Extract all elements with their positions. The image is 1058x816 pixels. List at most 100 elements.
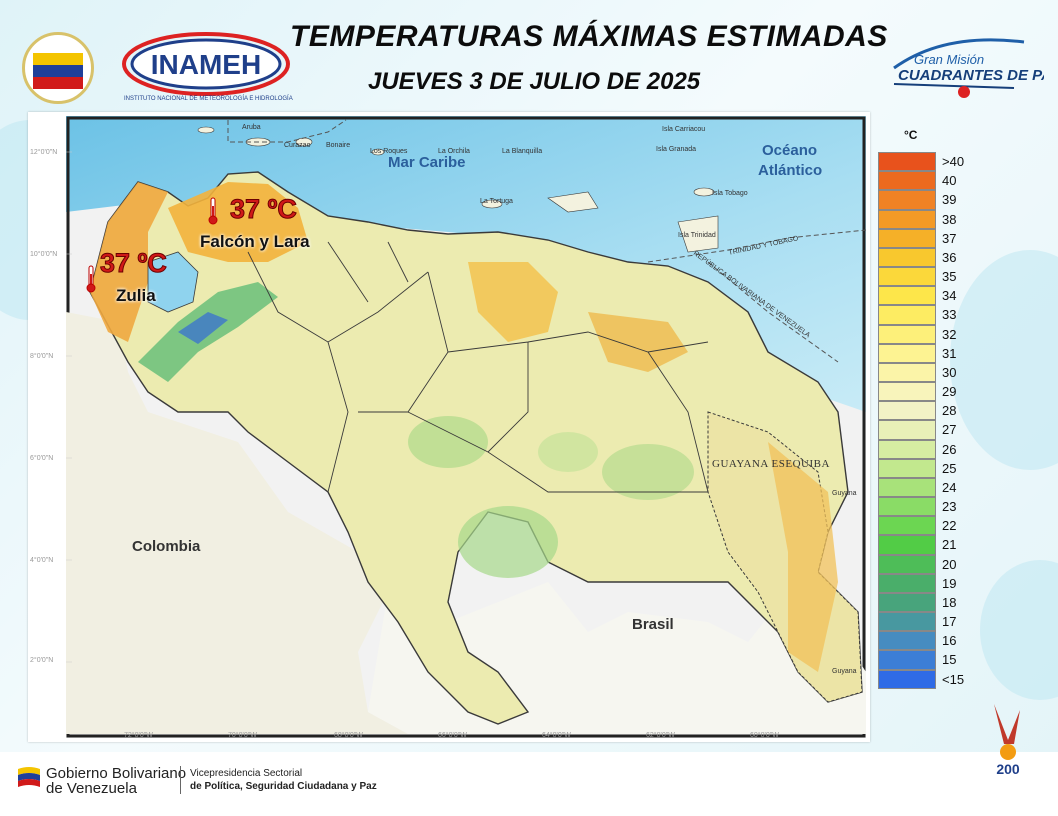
legend-item: 27 [878,420,978,440]
lon-tick: 60°0'0"W [750,732,779,739]
sea-label-oceano: Océano [762,142,818,159]
lon-tick: 64°0'0"W [542,732,571,739]
legend-swatch [878,458,936,478]
legend-item: 36 [878,247,978,268]
legend-label: 30 [942,364,957,380]
legend-label: 28 [942,403,957,419]
region-label-esequiba: GUAYANA ESEQUIBA [712,458,830,470]
legend-swatch [878,152,936,172]
legend-label: 22 [942,518,957,534]
inameh-subtext: INSTITUTO NACIONAL DE METEOROLOGÍA E HID… [124,96,293,102]
gran-mision-logo: Gran Misión CUADRANTES DE PAZ [893,38,1044,98]
legend-item: 37 [878,228,978,248]
legend-item: 38 [878,209,978,229]
lat-tick: 10°0'0"N [30,251,58,258]
bg-splash [980,560,1058,700]
lat-tick: 4°0'0"N [30,557,54,564]
footer [0,752,1058,816]
legend-item: 17 [878,612,978,632]
warm-zone-monagas [588,312,688,372]
location-pin-icon [958,86,970,98]
legend-item: 32 [878,324,978,344]
legend-item: 26 [878,439,978,459]
legend-swatch [878,324,936,344]
legend-item: 19 [878,573,978,593]
ministry-seal [22,32,94,104]
lon-tick: 66°0'0"W [438,732,467,739]
gmcp-line2: CUADRANTES DE PAZ [898,67,1044,84]
vp-line2: de Política, Seguridad Ciudadana y Paz [190,781,377,792]
inameh-logo: INAMEH [122,32,290,96]
legend-swatch [878,420,936,440]
legend-label: <15 [942,671,965,687]
lon-tick: 62°0'0"W [646,732,675,739]
legend-swatch [878,286,936,306]
legend-item: 29 [878,382,978,402]
legend-swatch [878,362,936,383]
legend-label: 27 [942,422,957,438]
legend-label: 35 [942,269,957,285]
lon-tick: 72°0'0"W [124,732,153,739]
footer-separator [180,766,181,794]
island-label-la-orchila: La Orchila [438,148,470,155]
legend-swatch [878,535,936,555]
legend-item: 22 [878,516,978,536]
legend-label: 29 [942,384,957,400]
legend-swatch [878,401,936,421]
legend-item: 31 [878,343,978,363]
inameh-logo-text: INAMEH [151,49,261,80]
legend-label: 23 [942,499,957,515]
graticule [66,151,72,663]
legend-label: 16 [942,633,957,649]
country-label-colombia: Colombia [132,538,201,555]
vp-line1: Vicepresidencia Sectorial [190,768,303,779]
legend-unit: °C [904,128,918,142]
legend-swatch [878,382,936,402]
legend-label: 17 [942,614,957,630]
lat-tick: 6°0'0"N [30,455,54,462]
legend-label: 32 [942,326,957,342]
state-borders [247,241,709,493]
region-falcon-lara: Falcón y Lara [200,232,310,251]
legend-swatch [878,190,936,210]
legend-swatch [878,228,936,248]
temperature-legend: >40 40 39 38 37 36 35 34 33 32 31 30 29 28 27 26 25 24 23 2… [878,152,978,689]
island-label-la-blanquilla: La Blanquilla [502,148,543,155]
sea-label-caribe: Mar Caribe [388,154,466,171]
legend-label: 39 [942,192,957,208]
legend-swatch [878,573,936,593]
legend-swatch [878,267,936,287]
venezuela-temperature-map [66,116,867,738]
legend-label: 18 [942,594,957,610]
highland-zone [408,416,488,468]
gob-line1: Gobierno Bolivariano [46,765,187,782]
warm-zone-east [468,262,558,342]
legend-label: 19 [942,575,957,591]
island-label-granada: Isla Granada [656,146,697,153]
thermometer-icon [208,197,218,225]
bicentenario-logo: 200 [994,704,1020,777]
legend-label: 20 [942,556,957,572]
island-label-trinidad: Isla Trinidad [678,232,716,239]
highland-zone [458,506,558,578]
legend-swatch [878,669,936,689]
map-frame: 12°0'0"N 10°0'0"N 8°0'0"N 6°0'0"N 4°0'0"… [28,112,870,742]
highland-zone [538,432,598,472]
legend-label: 15 [942,652,957,668]
islands [197,126,719,253]
falcon-lara-hot-zone [168,182,308,262]
gmcp-line1: Gran Misión [914,52,984,67]
temp-falcon-lara: 37 ºC [230,194,298,225]
island-label-carriacou: Isla Carriacou [662,126,706,133]
legend-item: 40 [878,171,978,191]
legend-item: 34 [878,286,978,306]
legend-label: 40 [942,173,957,189]
highland-zone [602,444,694,500]
legend-label: 21 [942,537,957,553]
legend-item: 30 [878,362,978,383]
legend-swatch [878,305,936,325]
lon-tick: 70°0'0"W [228,732,257,739]
legend-item: 24 [878,477,978,498]
legend-label: 33 [942,307,957,323]
legend-label: >40 [942,154,965,169]
